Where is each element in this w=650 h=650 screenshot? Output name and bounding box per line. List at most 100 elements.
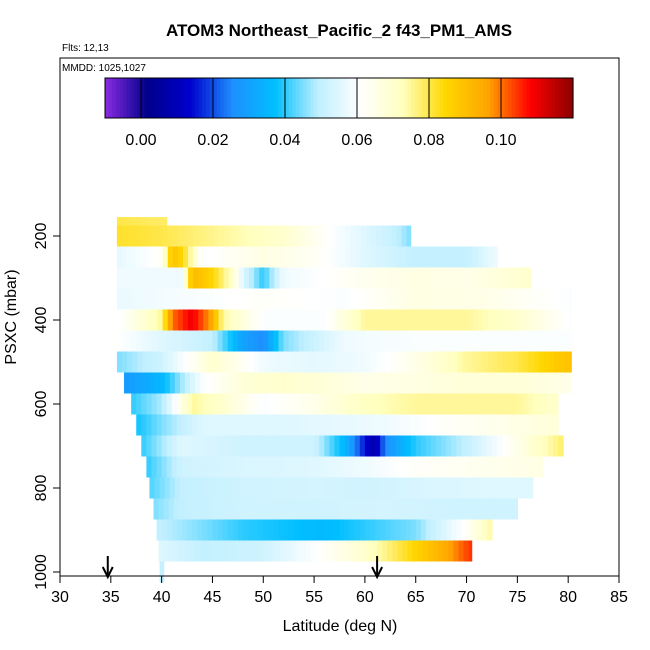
colorbar-segment — [454, 78, 459, 118]
heatmap-cell — [350, 351, 357, 373]
heatmap-cell — [263, 519, 269, 541]
heatmap-cell — [299, 246, 306, 268]
heatmap-cell — [491, 330, 498, 352]
heatmap-cell — [274, 351, 281, 373]
colorbar-segment — [400, 78, 405, 118]
heatmap-cell — [174, 372, 181, 394]
heatmap-cell — [152, 246, 159, 268]
heatmap-cell — [376, 246, 382, 268]
heatmap-cell — [179, 372, 186, 394]
heatmap-cell — [538, 288, 545, 310]
colorbar-segment — [108, 78, 113, 118]
heatmap-cell — [293, 393, 300, 415]
heatmap-cell — [243, 225, 250, 247]
heatmap-cell — [132, 225, 138, 247]
heatmap-cell — [344, 456, 351, 478]
heatmap-cell — [396, 267, 403, 289]
colorbar-segment — [432, 78, 437, 118]
heatmap-cell — [535, 372, 542, 394]
heatmap-cell — [360, 246, 367, 268]
heatmap-cell — [242, 519, 249, 541]
heatmap-cell — [314, 456, 320, 478]
heatmap-cell — [430, 330, 437, 352]
heatmap-cell — [352, 372, 359, 394]
heatmap-cell — [502, 414, 508, 436]
heatmap-cell — [122, 351, 128, 373]
heatmap-cell — [242, 393, 249, 415]
heatmap-cell — [492, 351, 499, 373]
heatmap-cell — [223, 309, 230, 331]
heatmap-cell — [461, 519, 468, 541]
heatmap-cell — [176, 330, 183, 352]
heatmap-cell — [330, 246, 337, 268]
colorbar-segment — [371, 78, 376, 118]
heatmap-cell — [472, 351, 479, 373]
heatmap-cell — [156, 393, 163, 415]
heatmap-cell — [284, 288, 291, 310]
chart-title: ATOM3 Northeast_Pacific_2 f43_PM1_AMS — [166, 21, 512, 40]
heatmap-cell — [248, 414, 254, 436]
heatmap-cell — [171, 414, 178, 436]
heatmap-cell — [274, 267, 281, 289]
heatmap-cell — [349, 414, 356, 436]
heatmap-cell — [344, 393, 351, 415]
heatmap-cell — [523, 351, 530, 373]
heatmap-cell — [335, 309, 342, 331]
heatmap-cell — [146, 435, 153, 457]
heatmap-cell — [503, 288, 509, 310]
heatmap-cell — [442, 309, 448, 331]
heatmap-cell — [171, 435, 178, 457]
heatmap-cell — [359, 393, 366, 415]
heatmap-cell — [237, 456, 244, 478]
heatmap-cell — [157, 288, 164, 310]
heatmap-cell — [271, 477, 278, 499]
heatmap-cell — [289, 225, 296, 247]
heatmap-cell — [176, 393, 183, 415]
heatmap-cell — [397, 498, 404, 520]
heatmap-cell — [481, 414, 488, 436]
heatmap-cell — [233, 351, 240, 373]
heatmap-cell — [530, 477, 534, 499]
colorbar-segment — [119, 78, 124, 118]
heatmap-cell — [189, 498, 195, 520]
heatmap-cell — [364, 519, 371, 541]
heatmap-cell — [376, 225, 382, 247]
heatmap-cell — [304, 267, 311, 289]
heatmap-cell — [420, 393, 427, 415]
heatmap-cell — [195, 372, 201, 394]
heatmap-cell — [212, 435, 219, 457]
heatmap-cell — [436, 435, 442, 457]
heatmap-cell — [243, 351, 250, 373]
heatmap-cell — [550, 372, 557, 394]
heatmap-cell — [142, 288, 149, 310]
heatmap-cell — [482, 288, 489, 310]
heatmap-cell — [228, 267, 235, 289]
arrow-head — [371, 566, 383, 580]
heatmap-cell — [249, 267, 255, 289]
heatmap-cell — [507, 435, 513, 457]
heatmap-cell — [309, 456, 315, 478]
x-tick-label: 45 — [204, 589, 222, 606]
heatmap-cell — [472, 246, 479, 268]
heatmap-cell — [172, 309, 179, 331]
heatmap-cell — [192, 330, 198, 352]
heatmap-cell — [234, 540, 241, 562]
heatmap-cell — [161, 330, 168, 352]
heatmap-cell — [449, 477, 455, 499]
heatmap-cell — [317, 372, 323, 394]
heatmap-cell — [141, 414, 147, 436]
heatmap-cell — [344, 519, 351, 541]
heatmap-cell — [178, 498, 185, 520]
colorbar-segment — [565, 78, 570, 118]
heatmap-cell — [254, 225, 260, 247]
heatmap-cell — [416, 288, 423, 310]
heatmap-cell — [412, 498, 419, 520]
colorbar-segment — [475, 78, 480, 118]
heatmap-cell — [386, 288, 392, 310]
heatmap-cell — [441, 456, 447, 478]
heatmap-cell — [425, 456, 432, 478]
heatmap-cell — [360, 225, 367, 247]
colorbar-segment — [252, 78, 257, 118]
colorbar-segment — [195, 78, 200, 118]
heatmap-cell — [462, 267, 469, 289]
